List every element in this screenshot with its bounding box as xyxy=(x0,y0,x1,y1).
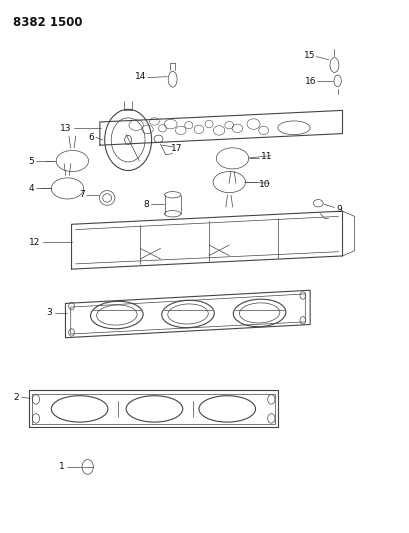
Text: 1: 1 xyxy=(58,463,64,471)
Text: 10: 10 xyxy=(258,180,270,189)
Text: 12: 12 xyxy=(29,238,41,247)
Text: 8382 1500: 8382 1500 xyxy=(13,16,82,29)
Text: 17: 17 xyxy=(171,144,182,153)
Text: 4: 4 xyxy=(28,184,34,193)
Text: 7: 7 xyxy=(79,190,84,199)
Text: 13: 13 xyxy=(60,124,71,133)
Text: 15: 15 xyxy=(303,51,315,60)
Text: 16: 16 xyxy=(304,77,316,86)
Text: 2: 2 xyxy=(13,393,18,402)
Text: 14: 14 xyxy=(134,72,146,81)
Text: 11: 11 xyxy=(261,152,272,161)
Text: 9: 9 xyxy=(335,205,342,214)
Text: 8: 8 xyxy=(143,200,149,209)
Text: 3: 3 xyxy=(46,309,52,318)
Text: 5: 5 xyxy=(28,157,34,166)
Text: 6: 6 xyxy=(88,133,94,142)
